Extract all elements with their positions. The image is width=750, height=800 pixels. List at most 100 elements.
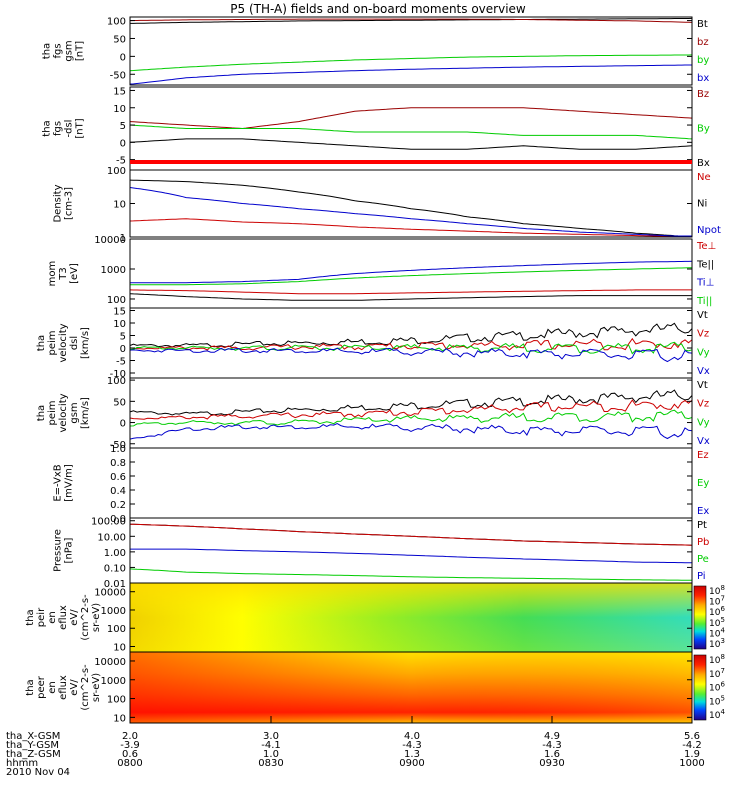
panel-frame	[129, 169, 693, 238]
colorbar-label: 103	[709, 637, 725, 650]
y-tick-label: 10.00	[97, 532, 126, 543]
y-axis-label: mom	[47, 261, 58, 287]
y-axis-label: [km/s]	[80, 397, 91, 429]
y-tick-label: 100	[107, 624, 126, 635]
series-line-vx	[129, 347, 693, 363]
legend-vz: Vz	[697, 399, 709, 410]
series-line-vx	[129, 423, 693, 440]
legend-bx: Bx	[697, 158, 710, 169]
series-line-ti	[130, 267, 693, 286]
y-axis-label: tha	[42, 43, 53, 59]
y-axis-label: peim	[47, 400, 58, 425]
figure-title: P5 (TH-A) fields and on-board moments ov…	[230, 2, 526, 16]
y-axis-label: [km/s]	[80, 327, 91, 359]
colorbar-label: 106	[709, 605, 725, 618]
y-tick-label: 0.0	[110, 514, 126, 525]
legend-vz: Vz	[697, 329, 709, 340]
series-line-bx	[129, 138, 693, 150]
y-axis-label: velocity	[58, 393, 69, 432]
series-line-ne	[129, 218, 692, 237]
y-axis-label: fgs	[53, 121, 64, 136]
y-axis-label: fgs	[53, 43, 64, 58]
x-row-value: 0830	[258, 758, 283, 769]
y-axis-label: [mV/m]	[64, 464, 75, 502]
legend-ne: Ne	[697, 172, 711, 183]
x-row-value: 1.3	[404, 749, 420, 760]
series-line-vy	[129, 409, 693, 427]
y-axis-label: eV/	[69, 609, 80, 626]
y-axis-label: E=-VxB	[53, 464, 64, 501]
y-tick-label: 10	[113, 643, 126, 654]
y-tick-label: 0.6	[110, 472, 126, 483]
y-axis-label: dsl	[69, 336, 80, 350]
y-tick-label: 100.00	[91, 517, 126, 528]
legend-te: Te||	[696, 259, 714, 270]
y-tick-label: 0.8	[110, 458, 126, 469]
y-axis-label: eflux	[58, 605, 69, 630]
y-axis-label: en	[47, 611, 58, 624]
y-axis-label: (cm^2-s-	[80, 664, 91, 711]
y-tick-label: 1.0	[110, 444, 126, 455]
series-line-vt	[129, 322, 693, 348]
legend-pe: Pe	[697, 554, 709, 565]
series-line-bt	[130, 17, 693, 24]
x-row-label: tha_Y-GSM	[6, 740, 59, 751]
colorbar-label: 104	[709, 626, 725, 639]
y-axis-label: peer	[36, 675, 47, 699]
legend-ex: Ex	[697, 506, 709, 517]
panel-efield: Ez Ey Ex 1.0 0.8 0.6 0.4 0.2 0.0 E=-VxB [mV/m]	[53, 444, 710, 525]
legend-ti: Ti||	[696, 296, 712, 307]
colorbar-label: 106	[709, 681, 725, 694]
legend-bt: Bt	[697, 19, 708, 30]
series-line-pb	[129, 523, 693, 546]
y-axis-label: tha	[42, 120, 53, 136]
x-row-value: 1000	[679, 758, 704, 769]
y-tick-label: 100	[107, 295, 126, 306]
y-tick-label: 0.4	[110, 486, 126, 497]
legend-ti: Ti⊥	[696, 278, 714, 289]
legend-ez: Ez	[697, 450, 709, 461]
y-tick-label: 0.10	[104, 563, 126, 574]
legend-pb: Pb	[697, 537, 709, 548]
y-axis-label: peim	[47, 330, 58, 355]
y-tick-label: 0	[120, 344, 126, 355]
x-row-value: 5.6	[684, 731, 700, 742]
x-row-value: -4.3	[402, 740, 422, 751]
y-tick-label: 1000	[101, 676, 126, 687]
x-row-value: 2.0	[122, 731, 138, 742]
heatmap-overlay	[130, 652, 692, 723]
x-row-label: hhmm	[6, 758, 38, 769]
y-tick-label: 0	[120, 138, 126, 149]
heatmap-overlay	[130, 583, 692, 652]
y-tick-label: -5	[116, 357, 126, 368]
data-gap-bar	[130, 160, 692, 164]
panel-density: Ne Ni Npot 100 10 1 Density [cm-3]	[53, 166, 721, 244]
legend-by: by	[697, 55, 709, 66]
x-row-value: 0.6	[122, 749, 138, 760]
y-tick-label: 100	[107, 166, 126, 177]
x-row-value: 4.9	[544, 731, 560, 742]
x-row-value: 1.9	[684, 749, 700, 760]
y-tick-label: -5	[116, 156, 126, 167]
y-tick-label: -50	[110, 440, 126, 451]
legend-ni: Ni	[697, 199, 707, 210]
x-row-value: 1.0	[263, 749, 279, 760]
x-row-value: -4.2	[682, 740, 702, 751]
series-line-bz	[129, 18, 693, 23]
series-line-npot	[129, 187, 692, 237]
y-axis-label: [nT]	[75, 41, 86, 61]
colorbar-label: 105	[709, 694, 725, 707]
y-tick-label: 10000	[94, 657, 126, 668]
legend-bz: Bz	[697, 89, 709, 100]
y-tick-label: 100	[107, 376, 126, 387]
panel-frame	[129, 651, 693, 724]
x-row-value: -4.3	[542, 740, 562, 751]
x-row-label: tha_X-GSM	[6, 731, 60, 742]
y-axis-label: [nPa]	[64, 537, 75, 563]
y-tick-label: 10	[113, 319, 126, 330]
y-tick-label: 5	[120, 121, 126, 132]
panel-frame	[129, 307, 693, 379]
panel-frame	[129, 447, 693, 519]
panel-pressure: Pt Pb Pe Pi 100.00 10.00 1.00 0.10 0.01 Pressure[…	[53, 517, 710, 590]
